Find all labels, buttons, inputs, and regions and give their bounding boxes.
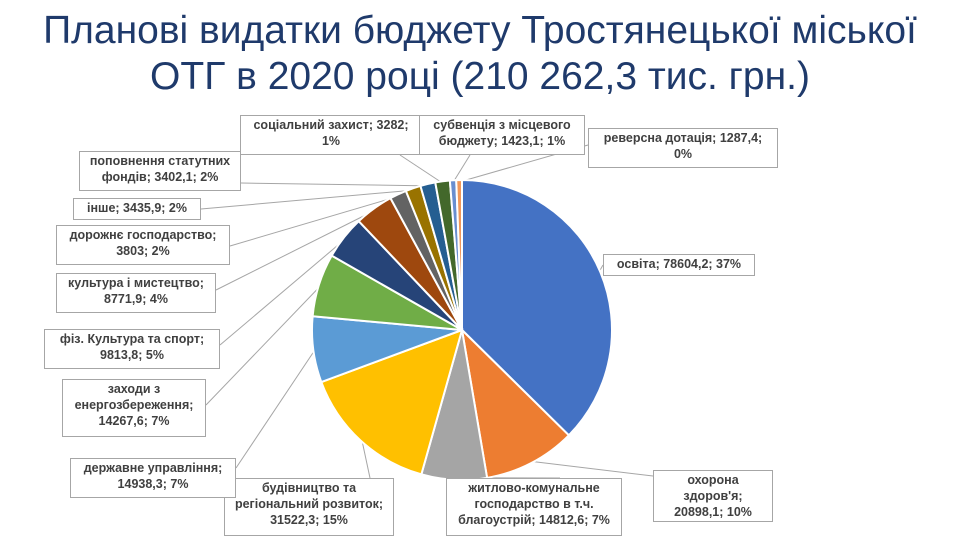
chart-title: Планові видатки бюджету Тростянецької мі… <box>0 8 960 100</box>
pie-slice <box>461 178 613 437</box>
pie-slice <box>320 328 464 476</box>
leader-line <box>530 460 654 477</box>
leader-line <box>229 195 400 247</box>
pie-slice <box>460 327 571 480</box>
data-label: будівництво та регіональний розвиток; 31… <box>224 478 394 536</box>
data-label: освіта; 78604,2; 37% <box>603 254 755 276</box>
data-label: субвенція з місцевого бюджету; 1423,1; 1… <box>419 115 585 155</box>
data-label: соціальний захист; 3282; 1% <box>240 115 422 155</box>
data-label: державне управління; 14938,3; 7% <box>70 458 236 498</box>
data-label: поповнення статутних фондів; 3402,1; 2% <box>79 151 241 191</box>
data-label: реверсна дотація; 1287,4; 0% <box>588 128 778 168</box>
leader-line <box>399 154 444 184</box>
leader-line <box>200 189 414 210</box>
leader-line <box>215 209 376 291</box>
leader-line <box>235 349 316 469</box>
leader-line <box>361 438 371 479</box>
leader-line <box>240 182 429 187</box>
data-label: заходи з енергозбереження; 14267,6; 7% <box>62 379 206 437</box>
leader-line <box>452 154 471 183</box>
chart-title-line-2: ОТГ в 2020 році (210 262,3 тис. грн.) <box>150 55 810 98</box>
leader-line <box>219 238 346 346</box>
chart-title-line-1: Планові видатки бюджету Тростянецької мі… <box>43 9 917 52</box>
leader-line <box>205 285 322 406</box>
data-label: дорожнє господарство; 3803; 2% <box>56 225 230 265</box>
data-label: інше; 3435,9; 2% <box>73 198 201 220</box>
pie-slice <box>455 178 463 331</box>
pie-slices <box>311 178 613 481</box>
data-label: культура і мистецтво; 8771,9; 4% <box>56 273 216 313</box>
data-label: фіз. Культура та спорт; 9813,8; 5% <box>44 329 220 369</box>
data-label: охорона здоров'я; 20898,1; 10% <box>653 470 773 522</box>
data-label: житлово-комунальне господарство в т.ч. б… <box>446 478 622 536</box>
leader-lines <box>200 144 654 479</box>
